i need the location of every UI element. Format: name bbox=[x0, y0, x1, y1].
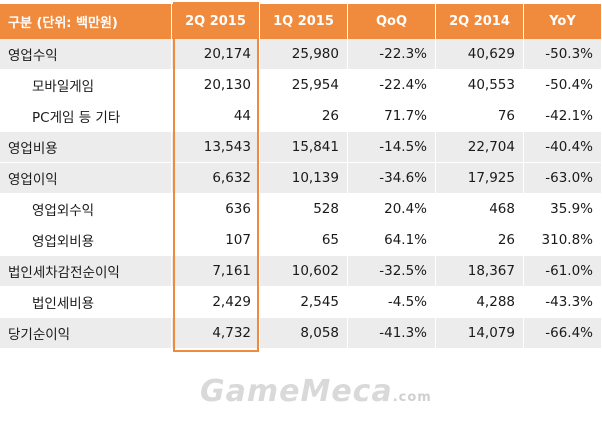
row-label: 영업외비용 bbox=[0, 225, 172, 255]
header-category: 구분 (단위: 백만원) bbox=[0, 4, 172, 39]
cell-2q2015: 20,174 bbox=[172, 39, 260, 69]
row-label: 법인세차감전순이익 bbox=[0, 256, 172, 286]
cell-2q2014: 76 bbox=[436, 101, 524, 131]
cell-qoq: -14.5% bbox=[348, 132, 436, 162]
row-label: 영업이익 bbox=[0, 163, 172, 193]
cell-2q2014: 40,629 bbox=[436, 39, 524, 69]
cell-1q2015: 10,139 bbox=[260, 163, 348, 193]
table-header-row: 구분 (단위: 백만원) 2Q 2015 1Q 2015 QoQ 2Q 2014… bbox=[0, 4, 602, 39]
cell-2q2015: 13,543 bbox=[172, 132, 260, 162]
cell-yoy: 310.8% bbox=[524, 225, 602, 255]
cell-2q2014: 22,704 bbox=[436, 132, 524, 162]
cell-yoy: -43.3% bbox=[524, 287, 602, 317]
row-label: 영업비용 bbox=[0, 132, 172, 162]
cell-2q2015: 636 bbox=[172, 194, 260, 224]
table-row: 영업수익 20,174 25,980 -22.3% 40,629 -50.3% bbox=[0, 39, 602, 69]
cell-1q2015: 528 bbox=[260, 194, 348, 224]
cell-2q2014: 14,079 bbox=[436, 318, 524, 348]
cell-qoq: -41.3% bbox=[348, 318, 436, 348]
cell-1q2015: 26 bbox=[260, 101, 348, 131]
header-2q2015: 2Q 2015 bbox=[172, 4, 260, 39]
cell-2q2014: 40,553 bbox=[436, 70, 524, 100]
cell-yoy: 35.9% bbox=[524, 194, 602, 224]
table-body: 영업수익 20,174 25,980 -22.3% 40,629 -50.3% 모바일게임 2… bbox=[0, 39, 602, 348]
cell-1q2015: 8,058 bbox=[260, 318, 348, 348]
cell-2q2015: 44 bbox=[172, 101, 260, 131]
cell-2q2014: 17,925 bbox=[436, 163, 524, 193]
cell-1q2015: 65 bbox=[260, 225, 348, 255]
table-row: 영업외수익 636 528 20.4% 468 35.9% bbox=[0, 193, 602, 224]
cell-2q2014: 26 bbox=[436, 225, 524, 255]
cell-1q2015: 25,954 bbox=[260, 70, 348, 100]
header-qoq: QoQ bbox=[348, 4, 436, 39]
cell-yoy: -50.3% bbox=[524, 39, 602, 69]
gamemeca-watermark: GameMeca.com bbox=[200, 374, 432, 409]
cell-qoq: -22.3% bbox=[348, 39, 436, 69]
cell-yoy: -66.4% bbox=[524, 318, 602, 348]
cell-yoy: -40.4% bbox=[524, 132, 602, 162]
cell-2q2014: 4,288 bbox=[436, 287, 524, 317]
header-1q2015: 1Q 2015 bbox=[260, 4, 348, 39]
cell-yoy: -63.0% bbox=[524, 163, 602, 193]
row-label: PC게임 등 기타 bbox=[0, 101, 172, 131]
cell-1q2015: 15,841 bbox=[260, 132, 348, 162]
cell-2q2015: 6,632 bbox=[172, 163, 260, 193]
cell-qoq: -32.5% bbox=[348, 256, 436, 286]
header-yoy: YoY bbox=[524, 4, 602, 39]
cell-yoy: -42.1% bbox=[524, 101, 602, 131]
table-row: 영업비용 13,543 15,841 -14.5% 22,704 -40.4% bbox=[0, 131, 602, 162]
row-label: 당기순이익 bbox=[0, 318, 172, 348]
table-row: 법인세비용 2,429 2,545 -4.5% 4,288 -43.3% bbox=[0, 286, 602, 317]
cell-2q2015: 107 bbox=[172, 225, 260, 255]
cell-2q2015: 4,732 bbox=[172, 318, 260, 348]
cell-qoq: -22.4% bbox=[348, 70, 436, 100]
row-label: 영업외수익 bbox=[0, 194, 172, 224]
cell-yoy: -50.4% bbox=[524, 70, 602, 100]
cell-qoq: 64.1% bbox=[348, 225, 436, 255]
cell-qoq: -34.6% bbox=[348, 163, 436, 193]
cell-1q2015: 2,545 bbox=[260, 287, 348, 317]
cell-2q2015: 20,130 bbox=[172, 70, 260, 100]
table-row: PC게임 등 기타 44 26 71.7% 76 -42.1% bbox=[0, 100, 602, 131]
table-row: 영업이익 6,632 10,139 -34.6% 17,925 -63.0% bbox=[0, 162, 602, 193]
cell-qoq: 20.4% bbox=[348, 194, 436, 224]
cell-2q2015: 2,429 bbox=[172, 287, 260, 317]
row-label: 영업수익 bbox=[0, 39, 172, 69]
table-row: 당기순이익 4,732 8,058 -41.3% 14,079 -66.4% bbox=[0, 317, 602, 348]
header-2q2014: 2Q 2014 bbox=[436, 4, 524, 39]
cell-yoy: -61.0% bbox=[524, 256, 602, 286]
table-row: 영업외비용 107 65 64.1% 26 310.8% bbox=[0, 224, 602, 255]
table-row: 법인세차감전순이익 7,161 10,602 -32.5% 18,367 -61.0% bbox=[0, 255, 602, 286]
cell-qoq: 71.7% bbox=[348, 101, 436, 131]
financial-table: 구분 (단위: 백만원) 2Q 2015 1Q 2015 QoQ 2Q 2014… bbox=[0, 4, 602, 348]
cell-2q2014: 468 bbox=[436, 194, 524, 224]
row-label: 법인세비용 bbox=[0, 287, 172, 317]
table-row: 모바일게임 20,130 25,954 -22.4% 40,553 -50.4% bbox=[0, 69, 602, 100]
cell-2q2014: 18,367 bbox=[436, 256, 524, 286]
cell-qoq: -4.5% bbox=[348, 287, 436, 317]
cell-1q2015: 25,980 bbox=[260, 39, 348, 69]
cell-2q2015: 7,161 bbox=[172, 256, 260, 286]
cell-1q2015: 10,602 bbox=[260, 256, 348, 286]
row-label: 모바일게임 bbox=[0, 70, 172, 100]
